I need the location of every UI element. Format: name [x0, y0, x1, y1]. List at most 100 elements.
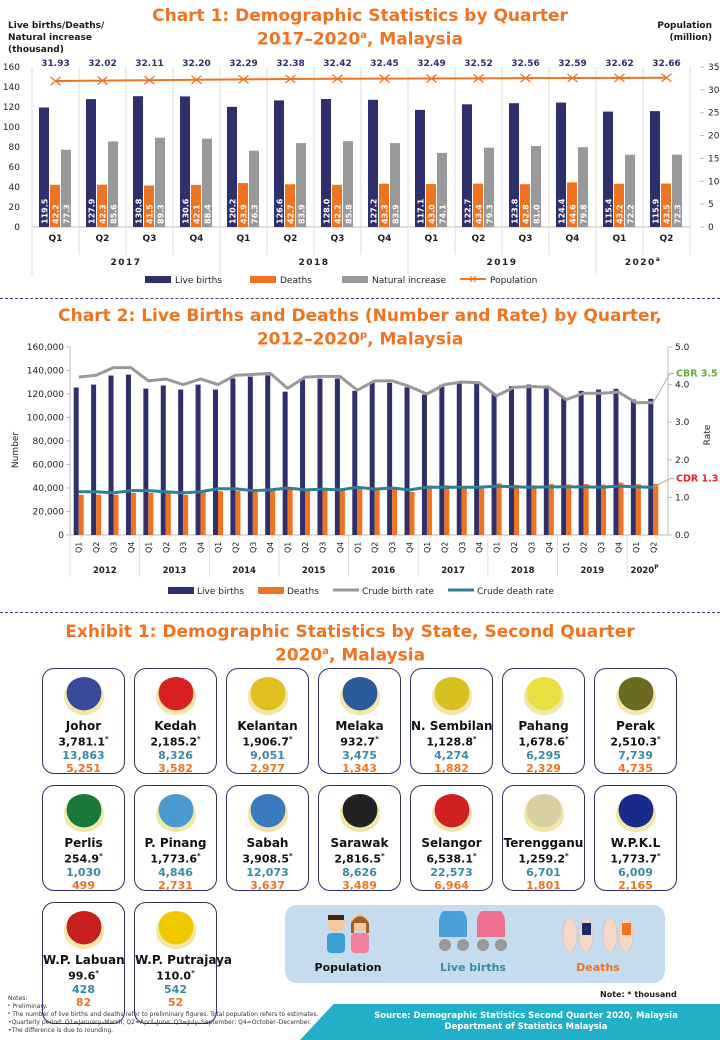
state-emblem-icon: [155, 794, 196, 834]
x-tick-label: Q4: [545, 542, 554, 553]
bar-live-births: [274, 100, 284, 227]
y2-axis-title: Rate: [703, 424, 713, 445]
state-deaths: 2,329: [526, 761, 561, 775]
bar-natural-increase: [155, 137, 165, 227]
x-tick-label: Q3: [143, 234, 157, 244]
bar-deaths: [332, 184, 342, 227]
population-marker: [473, 73, 484, 83]
bar-natural-increase: [108, 141, 118, 227]
state-card-sarawak: Sarawak 2,816.5* 8,626 3,489: [318, 785, 401, 892]
bar-deaths: [548, 484, 554, 535]
state-live-births: 1,030: [66, 865, 101, 879]
bar-deaths: [479, 485, 485, 535]
note-thousand: Note: * thousand: [600, 990, 677, 999]
state-live-births: 6,701: [526, 865, 561, 879]
bar-data-label: 43.4: [475, 204, 484, 224]
population-line: [55, 76, 667, 83]
population-data-label: 32.56: [511, 59, 539, 69]
exhibit-title: Exhibit 1: Demographic Statistics by Sta…: [0, 622, 710, 666]
bar-deaths: [322, 490, 328, 535]
bar-live-births: [556, 102, 566, 227]
state-deaths: 499: [72, 878, 95, 892]
bar-live-births: [178, 389, 184, 535]
state-live-births: 6,009: [618, 865, 653, 879]
state-card-pahang: Pahang 1,678.6* 6,295 2,329: [502, 668, 585, 775]
bar-live-births: [462, 104, 472, 227]
bar-deaths: [374, 490, 380, 535]
y2-tick-label: 3.0: [675, 418, 690, 428]
y2-tick-label: 20: [708, 132, 720, 142]
notes: Notes: ᵖ Preliminary. ᵃ The number of li…: [8, 995, 319, 1035]
bar-live-births: [334, 378, 340, 535]
bar-deaths: [426, 184, 436, 227]
bar-deaths: [392, 489, 398, 535]
x-tick-label: Q3: [519, 234, 533, 244]
bar-deaths: [144, 185, 154, 227]
legend-label: Population: [490, 276, 537, 286]
state-card-w-p-k-l: W.P.K.L 1,773.7* 6,009 2,165: [594, 785, 677, 892]
bar-data-label: 42.1: [193, 204, 202, 224]
state-deaths: 3,582: [158, 761, 193, 775]
bar-live-births: [509, 103, 519, 227]
state-card-p-pinang: P. Pinang 1,773.6* 4,846 2,731: [134, 785, 217, 892]
population-data-label: 32.11: [135, 59, 163, 69]
x-tick-label: Q1: [613, 234, 627, 244]
state-population: 3,781.1*: [58, 735, 109, 749]
bar-deaths: [583, 484, 589, 535]
x-tick-label: Q4: [566, 234, 580, 244]
state-population: 1,773.6*: [150, 852, 201, 866]
bar-live-births: [387, 382, 393, 535]
y-tick-label: 40,000: [33, 484, 65, 494]
bar-deaths: [191, 184, 201, 227]
bar-deaths: [183, 494, 189, 535]
state-name: Kelantan: [237, 719, 298, 733]
state-emblem-icon: [615, 794, 656, 834]
bar-live-births: [439, 384, 445, 535]
bar-live-births: [160, 385, 166, 535]
legend-label: Deaths: [287, 587, 319, 597]
year-group-label: 2014: [232, 566, 256, 576]
bar-live-births: [86, 99, 96, 227]
x-tick-label: Q4: [475, 542, 484, 553]
bar-data-label: 42.3: [99, 204, 108, 224]
bar-data-label: 117.1: [417, 198, 426, 224]
legend-live-births: Live births: [418, 911, 528, 974]
state-live-births: 22,573: [430, 865, 473, 879]
feet-tag-icon: [543, 911, 653, 955]
y2-tick-label: 35: [708, 63, 719, 73]
bar-deaths: [235, 491, 241, 535]
population-marker: [426, 73, 437, 83]
x-tick-label: Q1: [353, 542, 362, 553]
bar-live-births: [91, 384, 97, 535]
x-tick-label: Q1: [423, 542, 432, 553]
state-live-births: 542: [164, 982, 187, 996]
y-tick-label: 100,000: [27, 414, 64, 424]
bar-deaths: [270, 490, 276, 535]
x-tick-label: Q1: [237, 234, 251, 244]
bar-deaths: [78, 494, 84, 535]
state-name: Pahang: [518, 719, 569, 733]
bar-deaths: [97, 184, 107, 227]
bar-data-label: 43.0: [428, 204, 437, 224]
notes-heading: Notes:: [8, 995, 28, 1002]
bar-data-label: 44.6: [569, 204, 578, 224]
state-deaths: 52: [167, 995, 184, 1009]
crude-death-rate-line: [78, 484, 654, 495]
state-name: Kedah: [154, 719, 197, 733]
section-divider: [0, 298, 720, 299]
bar-live-births: [368, 99, 378, 227]
bar-natural-increase: [61, 149, 71, 227]
state-card-kelantan: Kelantan 1,906.7* 9,051 2,977: [226, 668, 309, 775]
state-deaths: 4,735: [618, 761, 653, 775]
state-card-kedah: Kedah 2,185.2* 8,326 3,582: [134, 668, 217, 775]
bar-deaths: [96, 494, 102, 535]
state-deaths: 6,964: [434, 878, 469, 892]
state-name: W.P.K.L: [610, 836, 661, 850]
y2-tick-label: 10: [708, 177, 720, 187]
bar-data-label: 127.9: [88, 198, 97, 224]
state-card-w-p-labuan: W.P. Labuan 99.6* 428 82: [42, 902, 125, 1024]
state-deaths: 5,251: [66, 761, 101, 775]
x-tick-label: Q1: [75, 542, 84, 553]
bar-data-label: 83.9: [298, 204, 307, 224]
x-tick-label: Q1: [562, 542, 571, 553]
